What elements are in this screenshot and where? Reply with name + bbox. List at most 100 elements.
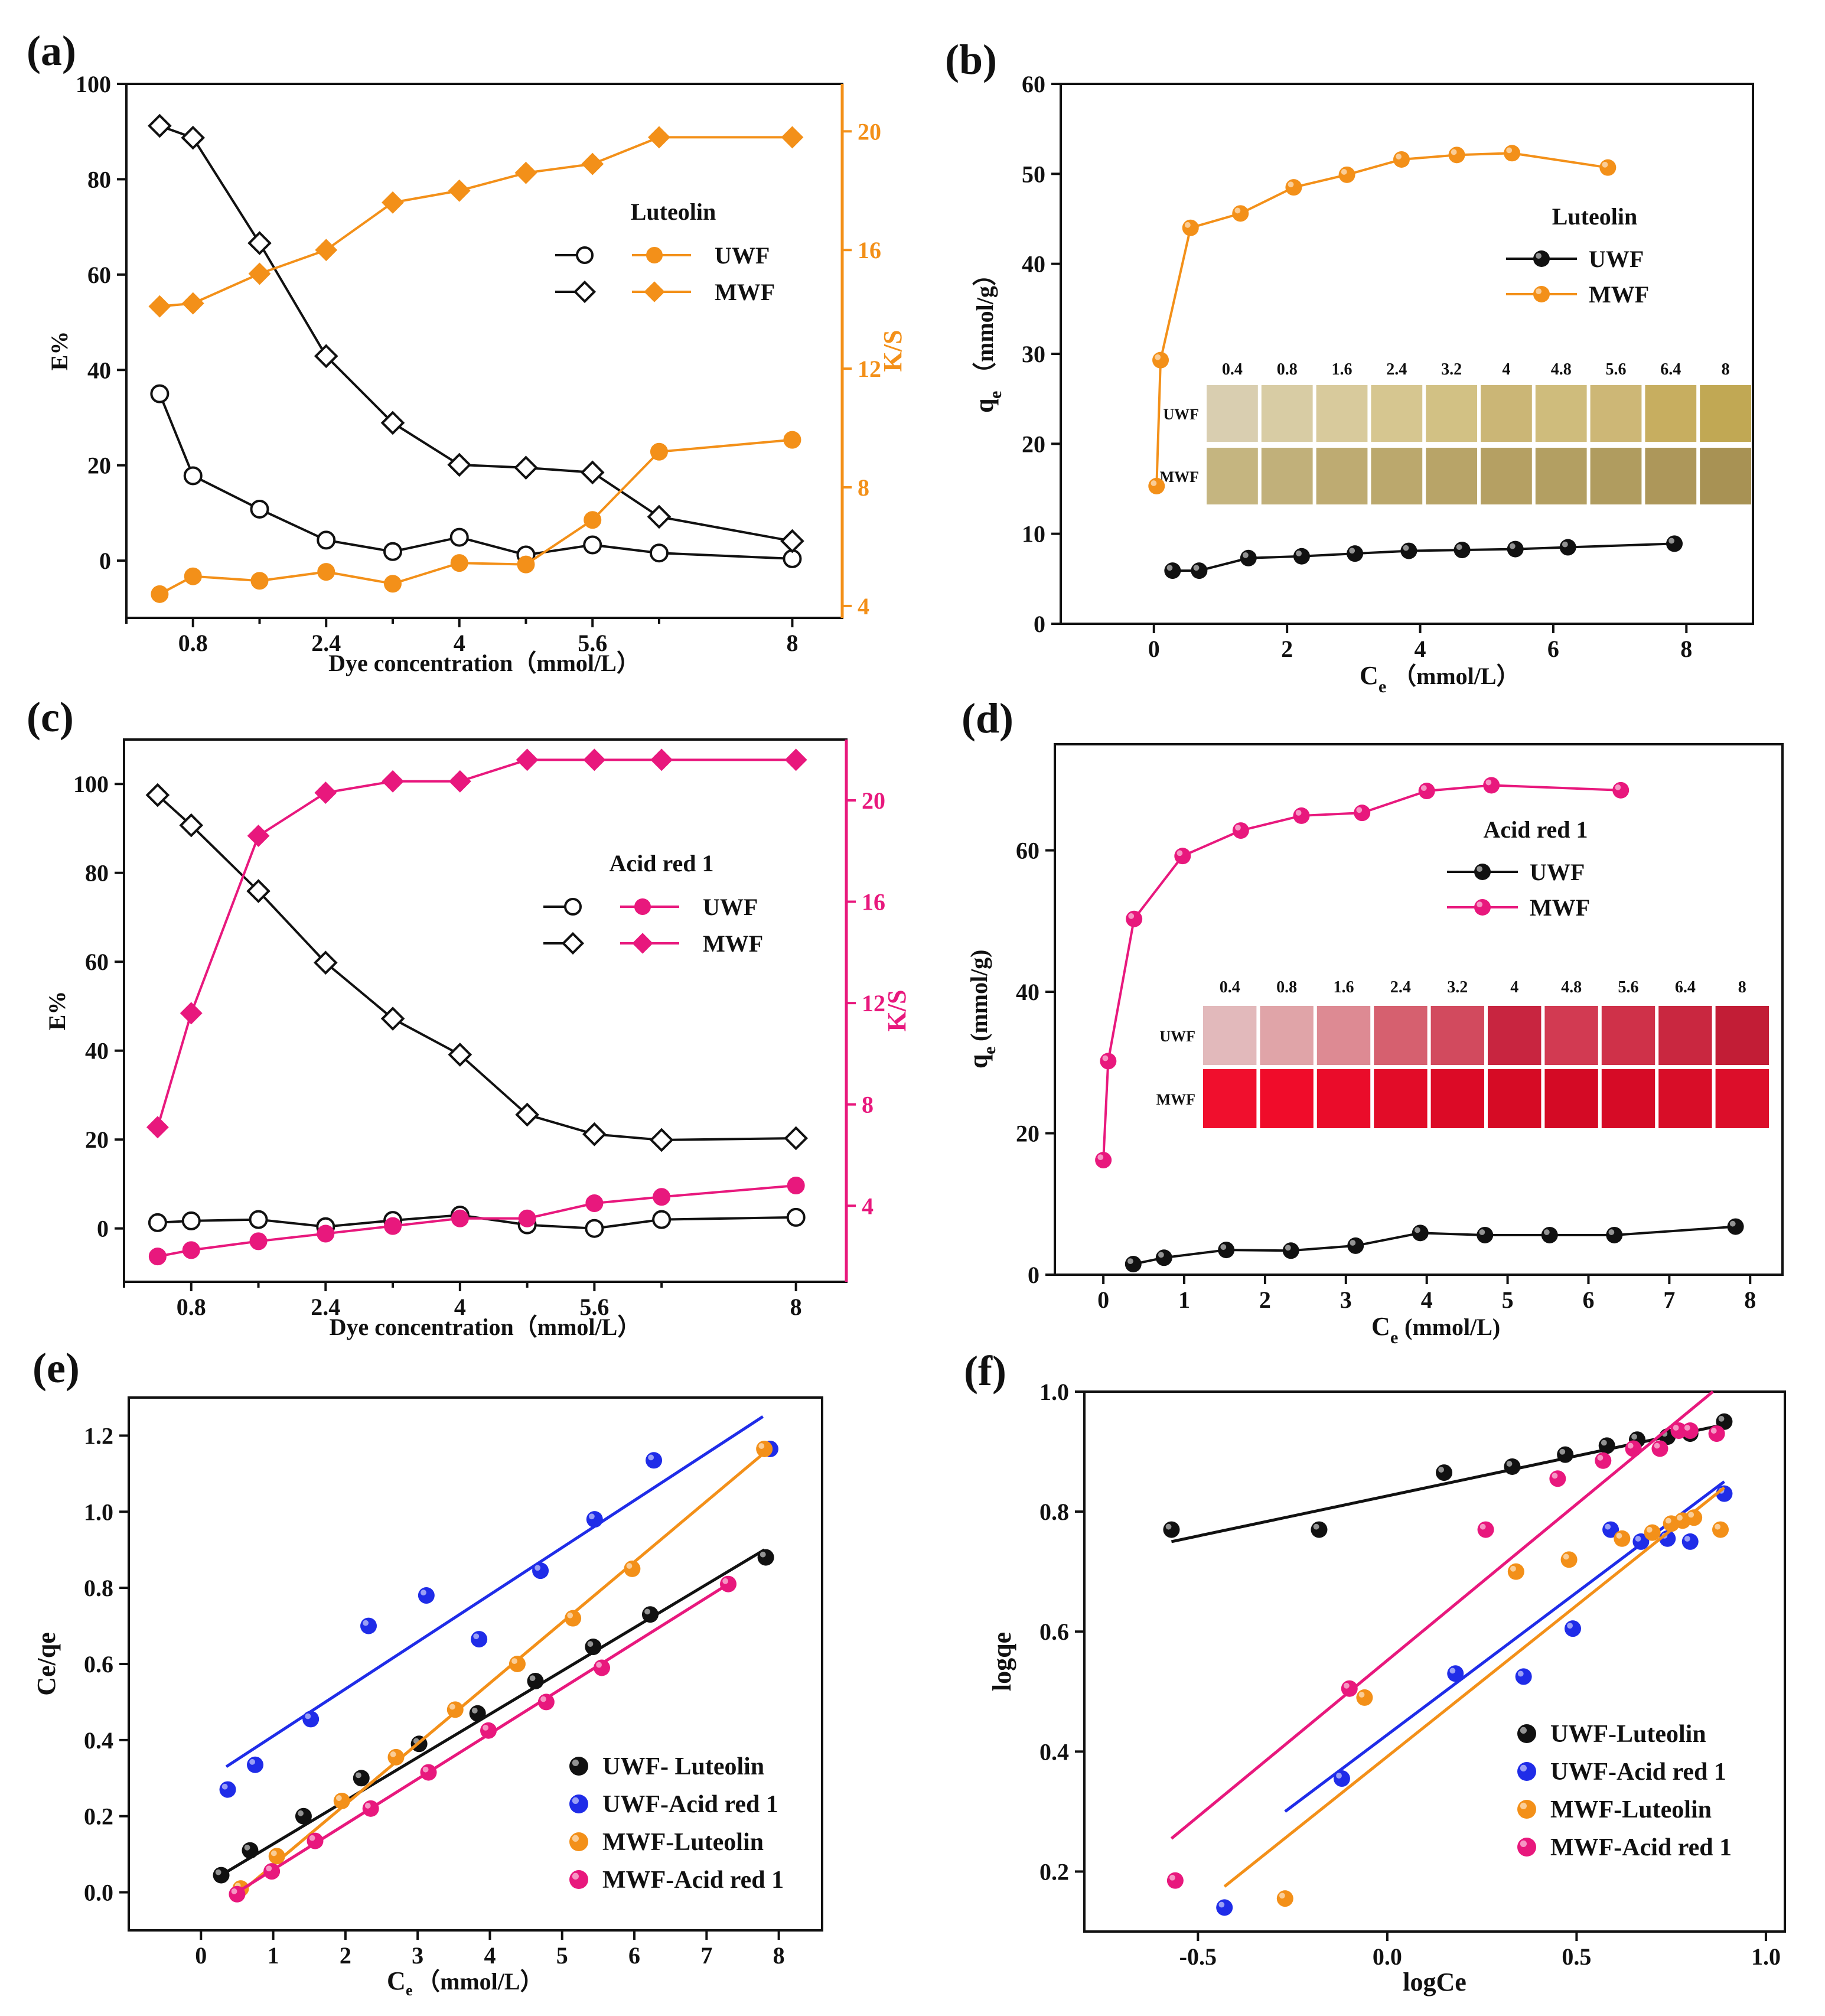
- data-point: [647, 504, 672, 529]
- data-point-highlight: [1296, 550, 1302, 556]
- data-point: [420, 1764, 437, 1781]
- data-point-highlight: [758, 1443, 765, 1449]
- series-uwf-k-s: [148, 1176, 805, 1266]
- y2-axis: 4 8 12 16 20: [846, 787, 885, 1219]
- data-point-highlight: [626, 1563, 633, 1569]
- panel-e: (e) 0 1 2 3 4 5 6 7 8 0.0 0.2 0.4 0.6 0.8 1.0 1.2 C e （mmol…: [32, 1344, 823, 1999]
- legend-label: UWF-Luteolin: [1550, 1721, 1706, 1748]
- data-point-highlight: [421, 1590, 426, 1596]
- y-tick-label: 60: [87, 262, 111, 288]
- y2-tick-label: 8: [858, 474, 869, 501]
- y-label-rest: (mmol/g): [966, 949, 992, 1041]
- data-point: [583, 535, 602, 555]
- legend-label: MWF: [1589, 281, 1649, 308]
- data-point-highlight: [644, 1608, 650, 1615]
- swatch-mwf: [1207, 448, 1258, 504]
- data-point: [641, 1606, 659, 1623]
- data-point-highlight: [1127, 1258, 1133, 1265]
- x-label-main: C: [387, 1966, 406, 1995]
- x-tick-label: 8: [1744, 1287, 1756, 1313]
- data-point: [302, 1711, 320, 1728]
- data-point: [219, 1781, 236, 1798]
- data-point: [247, 825, 270, 847]
- data-point: [1681, 1422, 1699, 1439]
- x-axis: 0 1 2 3 4 5 6 7 8: [1097, 1275, 1756, 1313]
- data-point-highlight: [1184, 222, 1191, 228]
- data-point-highlight: [1242, 552, 1249, 558]
- data-point: [580, 460, 605, 485]
- data-point: [1191, 562, 1208, 579]
- x-label-sub: e: [1390, 1328, 1398, 1347]
- data-point-highlight: [1485, 779, 1492, 786]
- data-point: [1100, 1053, 1117, 1070]
- x-axis-label: Dye concentration（mmol/L）: [328, 650, 640, 676]
- data-point: [1515, 1668, 1532, 1685]
- data-point-highlight: [535, 1565, 541, 1571]
- data-point: [1412, 1224, 1429, 1242]
- legend: Luteolin UWF MWF: [1506, 203, 1649, 308]
- y2-tick-label: 20: [862, 787, 885, 814]
- data-point: [151, 585, 169, 603]
- swatch-uwf: [1488, 1006, 1542, 1065]
- data-point: [1517, 1762, 1536, 1781]
- x-tick-label: 8: [786, 630, 798, 656]
- y2-tick-label: 12: [858, 356, 881, 382]
- legend-label: UWF: [703, 894, 758, 920]
- swatch-mwf: [1316, 1069, 1371, 1128]
- swatch-uwf: [1374, 1006, 1428, 1065]
- x-label-main: C: [1360, 661, 1378, 690]
- x-tick-label: 6: [1582, 1287, 1594, 1313]
- data-point: [649, 1128, 674, 1152]
- data-point: [783, 431, 801, 449]
- y-label-sub: e: [980, 1047, 999, 1054]
- data-point-highlight: [760, 1551, 766, 1558]
- data-point-highlight: [1567, 1623, 1573, 1629]
- data-point: [1341, 1680, 1358, 1697]
- data-point-highlight: [271, 1850, 277, 1857]
- legend-label: MWF-Luteolin: [602, 1829, 764, 1856]
- swatch-uwf: [1261, 385, 1313, 442]
- swatch-concentration-label: 0.4: [1222, 360, 1243, 379]
- data-point: [383, 575, 402, 593]
- data-point-highlight: [1358, 1692, 1365, 1698]
- data-point-highlight: [1506, 1461, 1513, 1467]
- data-point: [650, 442, 668, 461]
- data-point: [183, 466, 203, 486]
- y-tick-label: 20: [85, 1126, 109, 1153]
- data-point: [514, 455, 538, 480]
- data-point: [1507, 1563, 1524, 1580]
- swatch-concentration-label: 4.8: [1561, 978, 1582, 996]
- series-line: [157, 1184, 796, 1258]
- x-tick-label: 1: [1178, 1287, 1190, 1313]
- swatch-concentration-label: 0.4: [1220, 978, 1240, 996]
- x-axis: -0.5 0.0 0.5 1.0: [1179, 1932, 1781, 1970]
- data-point-highlight: [1601, 1439, 1607, 1446]
- data-point: [387, 1748, 405, 1766]
- data-point-highlight: [1234, 207, 1241, 214]
- y-axis-label: qe (mmol/g): [964, 949, 999, 1069]
- data-point: [469, 1705, 486, 1722]
- data-point: [1541, 1226, 1558, 1243]
- swatch-mwf: [1544, 1069, 1598, 1128]
- x-axis: 0.8 2.4 4 5.6 8: [123, 1282, 802, 1320]
- y-tick-label: 50: [1022, 161, 1045, 187]
- data-point: [353, 1770, 370, 1787]
- data-point: [576, 246, 594, 264]
- data-point-highlight: [473, 1633, 480, 1640]
- data-point-highlight: [1616, 1533, 1622, 1539]
- data-point-highlight: [422, 1766, 429, 1773]
- data-point: [184, 567, 202, 585]
- swatch-mwf: [1488, 1069, 1542, 1128]
- x-tick-label: 3: [412, 1942, 423, 1969]
- fit-line: [1170, 1390, 1714, 1840]
- data-point: [148, 1248, 167, 1266]
- legend-label: UWF: [1530, 859, 1585, 885]
- data-point: [1483, 777, 1500, 794]
- data-point: [179, 813, 204, 838]
- series-mwf-acid-red-1: [1166, 1390, 1725, 1889]
- y-tick-label: 0.4: [1039, 1738, 1069, 1765]
- fit-line: [225, 1415, 764, 1769]
- swatch-concentration-label: 0.8: [1277, 360, 1298, 379]
- data-point-highlight: [298, 1810, 304, 1816]
- data-point: [1276, 1890, 1293, 1907]
